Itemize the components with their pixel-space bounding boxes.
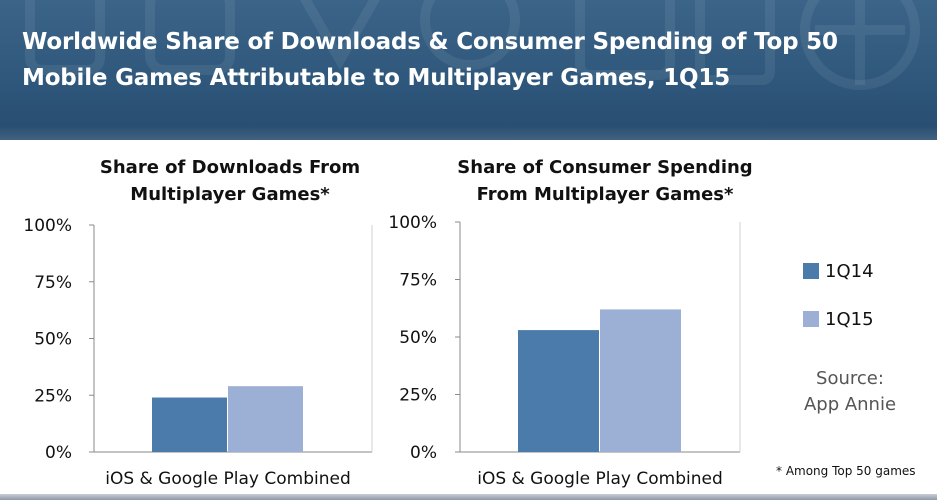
spending-tick-label: 0% (410, 443, 437, 463)
spending-tick-label: 75% (399, 271, 437, 291)
downloads-chart-title-line1: Share of Downloads From (99, 157, 361, 178)
source-note: Source: App Annie (790, 366, 910, 418)
legend-label-1q15: 1Q15 (825, 308, 874, 330)
spending-bar-1q14 (518, 330, 599, 452)
spending-chart-title-line2: From Multiplayer Games* (476, 184, 734, 205)
downloads-bar-1q14 (152, 397, 227, 452)
spending-tick-label: 25% (399, 386, 437, 406)
downloads-chart-title-line2: Multiplayer Games* (130, 184, 330, 205)
legend: 1Q14 1Q15 (803, 258, 874, 354)
legend-item-1q14: 1Q14 (803, 258, 874, 284)
banner-shine (0, 126, 937, 140)
downloads-tick-label: 100% (23, 216, 72, 236)
source-label: Source: (816, 368, 884, 389)
legend-item-1q15: 1Q15 (803, 306, 874, 332)
downloads-bar-1q15 (228, 386, 303, 452)
footnote: * Among Top 50 games (776, 464, 916, 478)
bottom-divider (0, 494, 937, 500)
page-title-line1: Worldwide Share of Downloads & Consumer … (22, 29, 838, 55)
source-name: App Annie (803, 394, 897, 415)
spending-tick-label: 100% (388, 213, 437, 233)
spending-tick-label: 50% (399, 328, 437, 348)
spending-chart-title-line1: Share of Consumer Spending (457, 157, 753, 178)
spending-bar-1q15 (600, 309, 681, 452)
spending-category-label: iOS & Google Play Combined (477, 469, 723, 489)
downloads-chart-title: Share of Downloads From Multiplayer Game… (60, 154, 400, 208)
downloads-tick-label: 50% (34, 330, 72, 350)
legend-swatch-1q15 (803, 311, 819, 327)
spending-chart-title: Share of Consumer Spending From Multipla… (430, 154, 780, 208)
downloads-category-label: iOS & Google Play Combined (105, 469, 351, 489)
legend-swatch-1q14 (803, 263, 819, 279)
page-title: Worldwide Share of Downloads & Consumer … (22, 24, 922, 96)
title-banner: Worldwide Share of Downloads & Consumer … (0, 0, 937, 140)
banner-decoration (25, 0, 920, 90)
page-title-line2: Mobile Games Attributable to Multiplayer… (22, 65, 731, 91)
downloads-tick-label: 75% (34, 273, 72, 293)
downloads-tick-label: 0% (45, 443, 72, 463)
legend-label-1q14: 1Q14 (825, 260, 874, 282)
downloads-tick-label: 25% (34, 386, 72, 406)
